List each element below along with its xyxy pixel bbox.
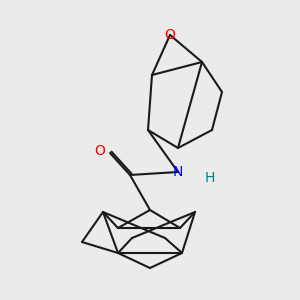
Text: H: H	[205, 171, 215, 185]
Text: O: O	[165, 28, 176, 42]
Text: N: N	[173, 165, 183, 179]
Text: O: O	[94, 144, 105, 158]
